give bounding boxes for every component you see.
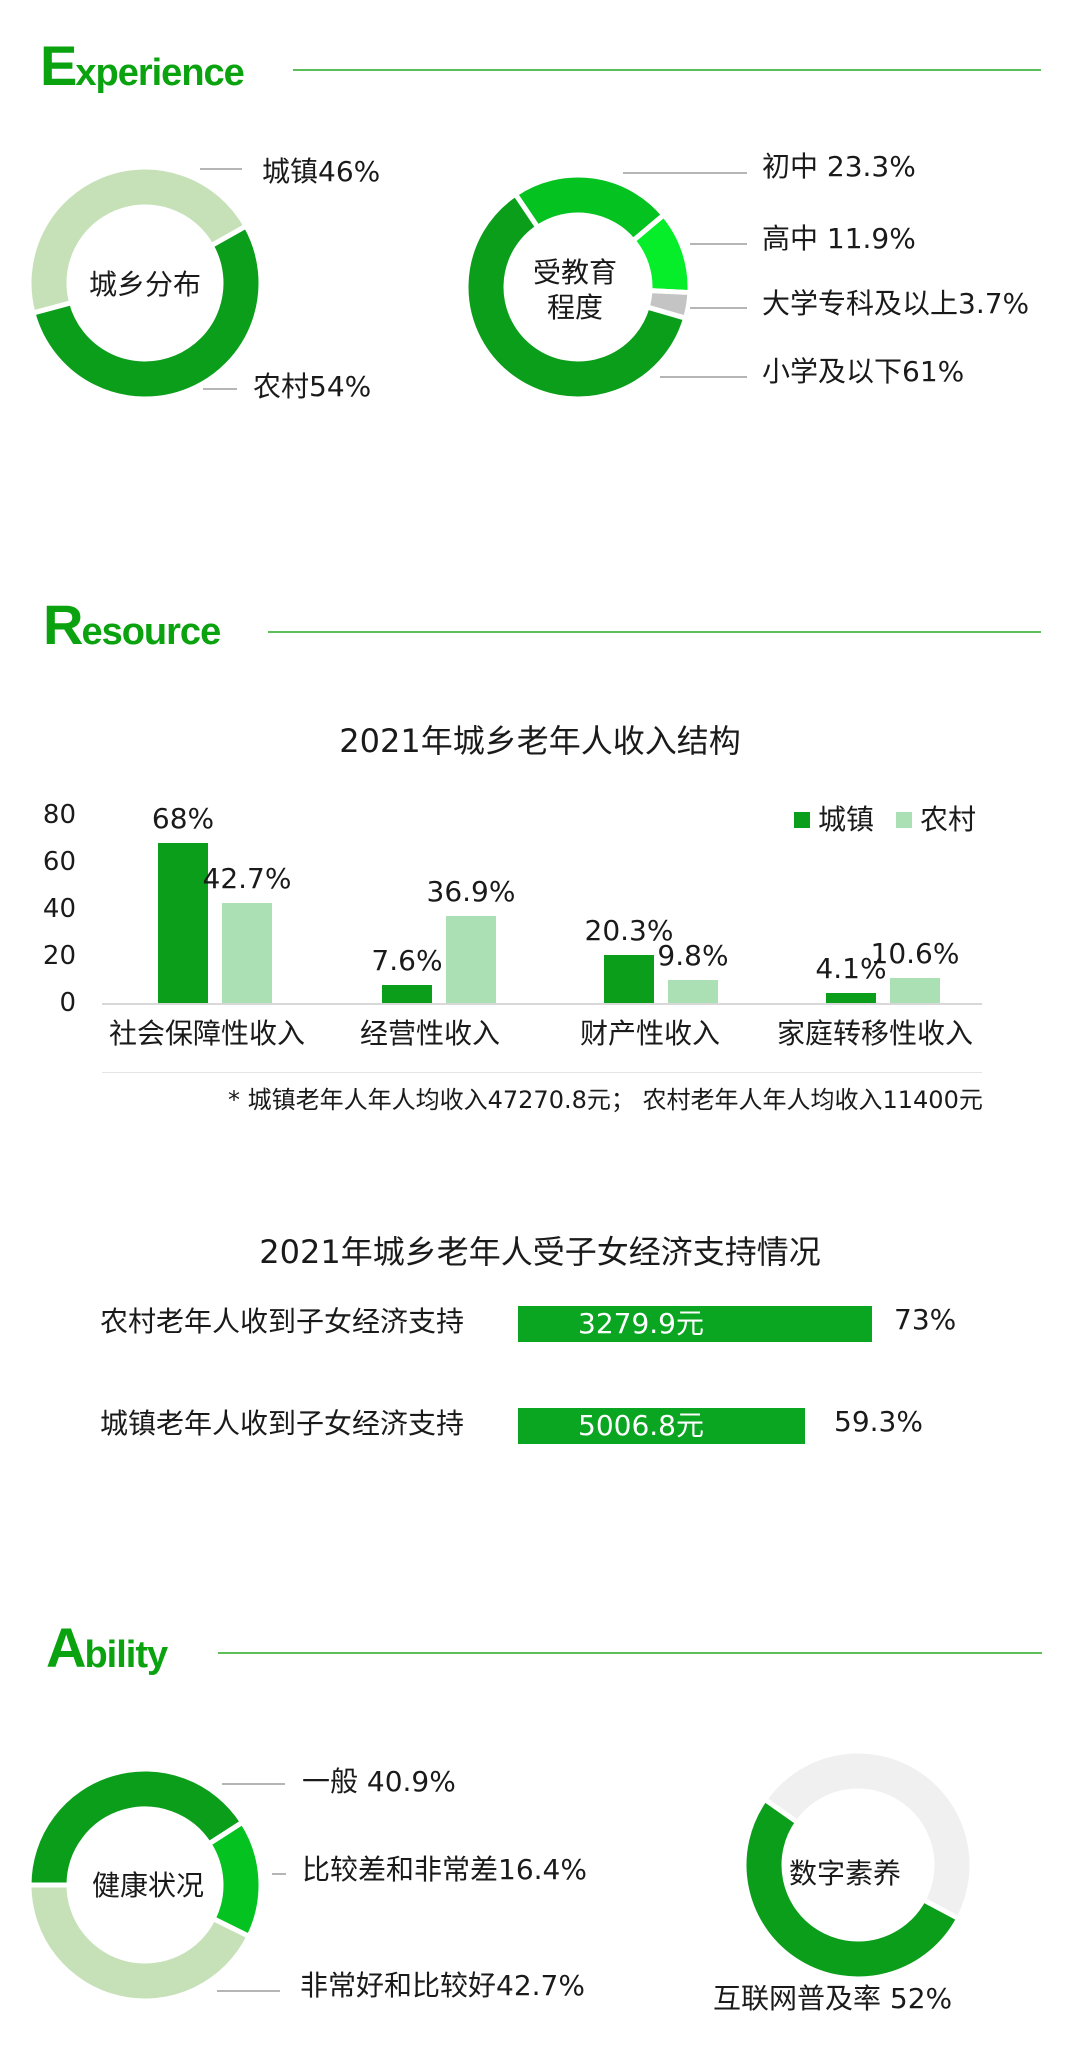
slice-label-rural: 农村54% xyxy=(253,370,372,403)
y-tick: 80 xyxy=(42,800,76,830)
section-title-ability: Ability xyxy=(46,1620,168,1676)
section-divider xyxy=(293,69,1041,71)
bar-value-label: 9.8% xyxy=(657,938,729,972)
donut-slice xyxy=(26,164,250,317)
bar-urban xyxy=(826,993,876,1003)
y-tick: 40 xyxy=(42,894,76,924)
donut-center-label: 健康状况 xyxy=(91,1869,204,1902)
urban-rural-donut xyxy=(26,164,264,402)
donut-slice xyxy=(741,1795,963,1982)
donut-slice xyxy=(29,222,264,402)
title-rest: xperience xyxy=(75,52,244,94)
slice-label-good: 非常好和比较好42.7% xyxy=(300,1969,585,2002)
section-divider xyxy=(268,631,1041,633)
digital-literacy-donut xyxy=(741,1748,975,1982)
donut-center-label: 受教育 程度 xyxy=(510,255,640,325)
category-label: 财产性收入 xyxy=(579,1017,720,1050)
center-line-2: 程度 xyxy=(546,291,603,324)
support-row-label: 农村老年人收到子女经济支持 xyxy=(100,1305,465,1338)
title-rest: bility xyxy=(84,1634,168,1676)
bar-rural xyxy=(668,979,718,1003)
bar-value-label: 10.6% xyxy=(870,937,960,971)
support-chart-title: 2021年城乡老年人受子女经济支持情况 xyxy=(259,1233,821,1271)
income-footnote: * 城镇老年人年人均收入47270.8元； 农村老年人年人均收入11400元 xyxy=(228,1086,983,1114)
bar-urban xyxy=(604,955,654,1003)
bar-amount: 3279.9元 xyxy=(578,1307,704,1340)
leader-line xyxy=(690,243,747,245)
bar-urban xyxy=(382,985,432,1003)
legend-label-rural: 农村 xyxy=(920,803,977,836)
leader-line xyxy=(222,1783,285,1785)
legend-swatch-urban xyxy=(794,812,810,828)
bar-rural xyxy=(446,916,496,1003)
title-rest: esource xyxy=(81,611,221,653)
slice-label-senior-high: 高中 11.9% xyxy=(762,222,916,255)
y-tick: 0 xyxy=(59,988,76,1018)
slice-label-junior-high: 初中 23.3% xyxy=(762,150,916,183)
slice-label-average: 一般 40.9% xyxy=(302,1765,456,1798)
slice-label-poor: 比较差和非常差16.4% xyxy=(302,1853,587,1886)
donut-slice xyxy=(761,1748,975,1922)
leader-line xyxy=(217,1990,280,1992)
bar-value-label: 4.1% xyxy=(815,952,887,986)
bar-value-label: 36.9% xyxy=(426,875,516,909)
category-label: 经营性收入 xyxy=(359,1017,500,1050)
slice-label-college: 大学专科及以上3.7% xyxy=(762,287,1030,320)
slice-label-urban: 城镇46% xyxy=(262,155,381,188)
center-line-1: 受教育 xyxy=(532,256,617,289)
support-percent: 59.3% xyxy=(834,1405,923,1438)
support-percent: 73% xyxy=(894,1303,957,1336)
donut-center-label: 数字素养 xyxy=(788,1857,901,1890)
bar-amount: 5006.8元 xyxy=(578,1409,704,1442)
title-initial: A xyxy=(46,1616,86,1679)
legend-swatch-rural xyxy=(896,812,912,828)
section-title-experience: Experience xyxy=(40,38,245,94)
donut-slice xyxy=(463,190,689,402)
leader-line xyxy=(690,307,747,309)
leader-line xyxy=(272,1873,286,1875)
health-donut xyxy=(26,1766,264,2004)
bar-value-label: 42.7% xyxy=(202,861,292,895)
x-axis xyxy=(102,1003,982,1005)
leader-line xyxy=(623,172,747,174)
support-bar-urban: 5006.8元 xyxy=(518,1408,805,1444)
bar-rural xyxy=(890,978,940,1003)
y-tick: 20 xyxy=(42,941,76,971)
category-label: 社会保障性收入 xyxy=(108,1017,305,1050)
slice-label-primary: 小学及以下61% xyxy=(762,355,965,388)
legend-label-urban: 城镇 xyxy=(818,803,875,836)
education-donut xyxy=(463,172,693,402)
title-initial: E xyxy=(40,34,77,97)
footnote-divider xyxy=(102,1072,982,1073)
category-label: 家庭转移性收入 xyxy=(776,1017,973,1050)
bar-urban xyxy=(158,843,208,1003)
section-title-resource: Resource xyxy=(43,597,221,653)
support-row-label: 城镇老年人收到子女经济支持 xyxy=(100,1407,465,1440)
title-initial: R xyxy=(43,593,83,656)
section-divider xyxy=(218,1652,1042,1654)
donut-slice xyxy=(26,1766,247,1888)
leader-line xyxy=(200,168,242,170)
leader-line xyxy=(660,376,747,378)
internet-rate-label: 互联网普及率 52% xyxy=(713,1982,953,2015)
donut-slice xyxy=(26,1882,253,2004)
bar-value-label: 68% xyxy=(151,802,215,836)
donut-center-label: 城乡分布 xyxy=(88,268,201,301)
support-bar-rural: 3279.9元 xyxy=(518,1306,872,1342)
y-tick: 60 xyxy=(42,847,76,877)
bar-value-label: 7.6% xyxy=(371,944,443,978)
bar-value-label: 20.3% xyxy=(584,914,674,948)
income-chart-title: 2021年城乡老年人收入结构 xyxy=(339,722,741,760)
bar-rural xyxy=(222,902,272,1003)
leader-line xyxy=(203,388,237,390)
